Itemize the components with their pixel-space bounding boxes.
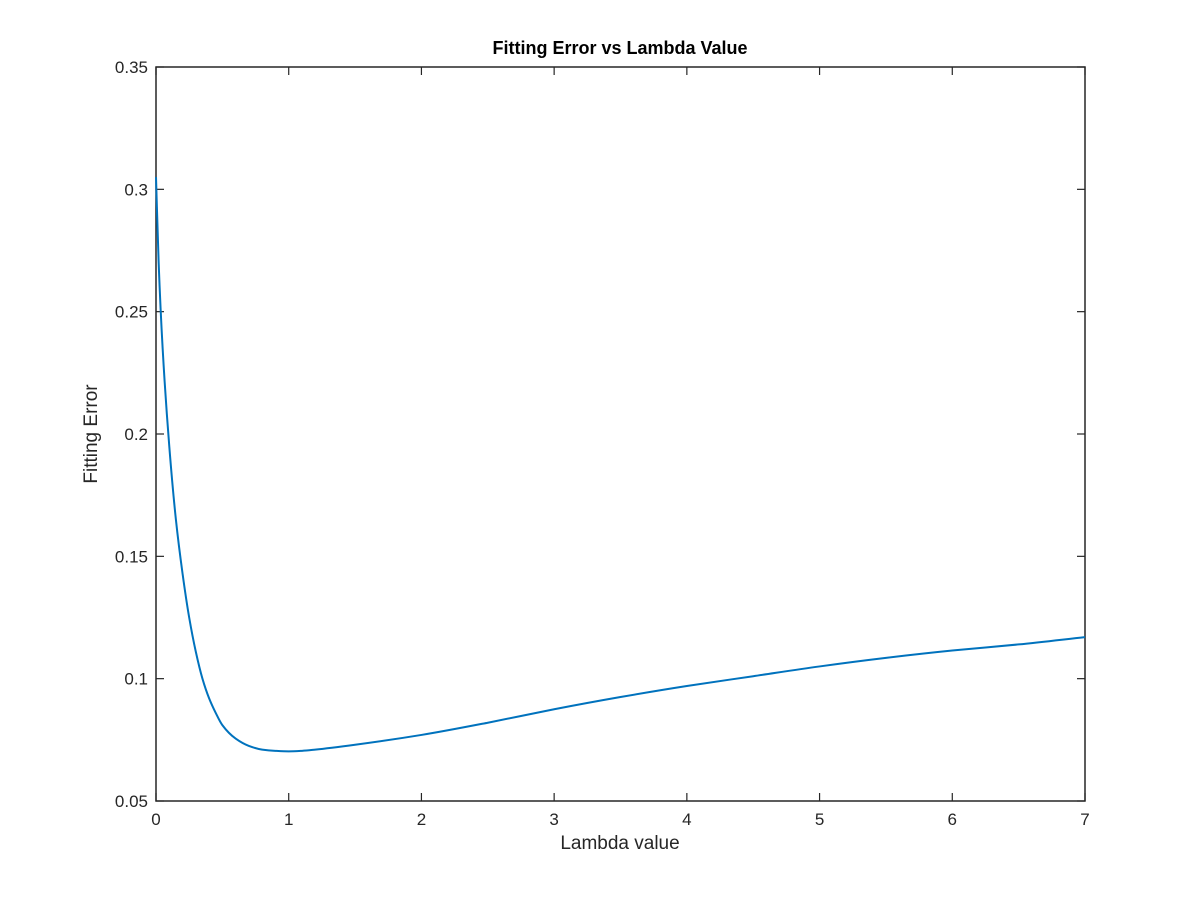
chart-title: Fitting Error vs Lambda Value bbox=[492, 38, 747, 58]
y-tick-label: 0.05 bbox=[115, 792, 148, 811]
y-axis-ticks: 0.05 0.1 0.15 0.2 0.25 0.3 0.35 bbox=[115, 58, 1085, 811]
x-tick-label: 1 bbox=[284, 810, 293, 829]
x-axis-ticks: 0 1 2 3 4 5 6 7 bbox=[151, 67, 1090, 829]
x-axis-label: Lambda value bbox=[560, 833, 679, 854]
x-tick-label: 2 bbox=[417, 810, 426, 829]
y-tick-label: 0.35 bbox=[115, 58, 148, 77]
y-tick-label: 0.25 bbox=[115, 303, 148, 322]
y-tick-label: 0.1 bbox=[124, 670, 148, 689]
y-tick-label: 0.15 bbox=[115, 547, 148, 566]
series-line bbox=[155, 177, 1086, 753]
x-tick-label: 7 bbox=[1080, 810, 1089, 829]
plot-area bbox=[155, 66, 1086, 802]
x-tick-label: 6 bbox=[948, 810, 957, 829]
x-tick-label: 4 bbox=[682, 810, 691, 829]
x-tick-label: 5 bbox=[815, 810, 824, 829]
y-axis-label: Fitting Error bbox=[81, 384, 102, 484]
x-tick-label: 3 bbox=[549, 810, 558, 829]
y-tick-label: 0.3 bbox=[124, 180, 148, 199]
x-tick-label: 0 bbox=[151, 810, 160, 829]
y-tick-label: 0.2 bbox=[124, 425, 148, 444]
